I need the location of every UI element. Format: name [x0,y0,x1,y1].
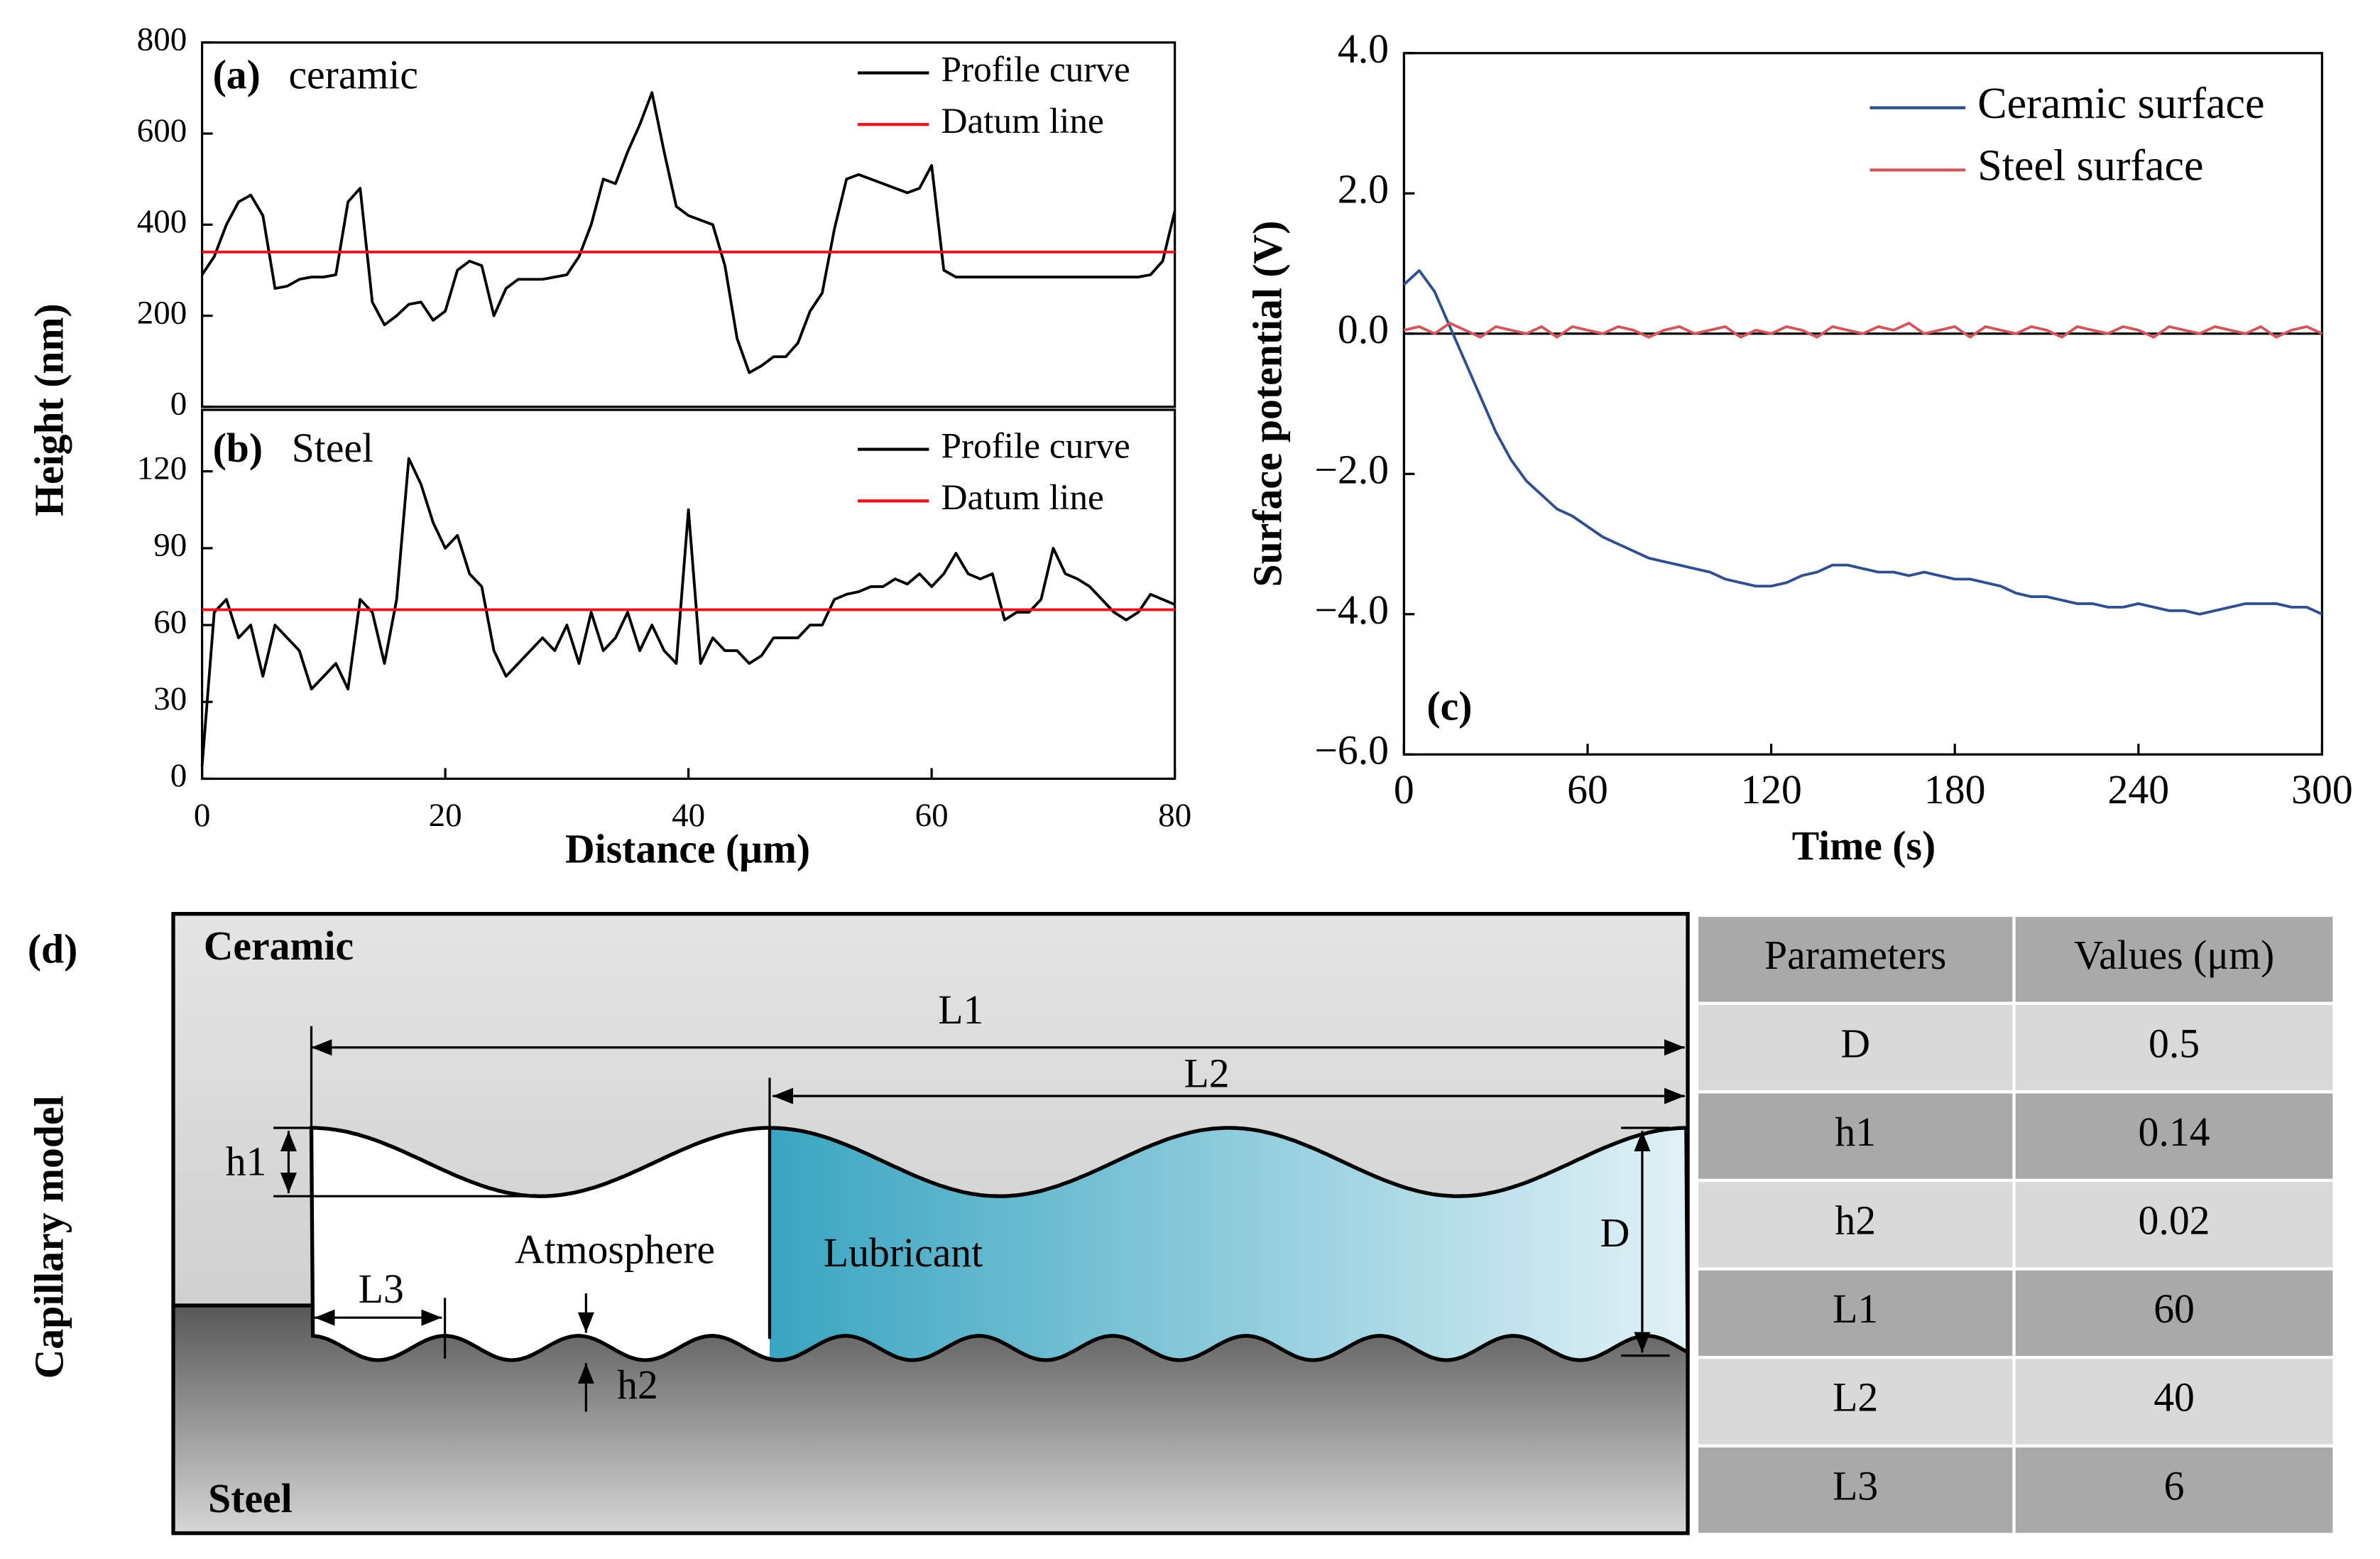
table-cell-text: L2 [1833,1376,1878,1421]
table-header-cell [2012,913,2336,1005]
table-cell-text: L3 [1833,1464,1878,1509]
y-tick-label: 800 [137,21,187,58]
x-tick-label: 80 [1158,797,1191,834]
table-cell-text: 6 [2164,1464,2185,1509]
legend-label: Steel surface [1977,142,2203,190]
table-cell-text: 0.02 [2139,1198,2210,1243]
legend-label: Ceramic surface [1977,80,2264,128]
table-header: Parameters [1764,933,1946,978]
fluid-label: Lubricant [824,1231,983,1276]
legend-label: Datum line [941,477,1103,518]
legend-label: Profile curve [941,425,1130,466]
y-tick-label: 200 [137,294,187,331]
x-tick-label: 300 [2291,768,2353,813]
x-tick-label: 180 [1924,768,1986,813]
y-tick-label: 2.0 [1338,168,1389,212]
top-material: Ceramic [204,924,354,969]
dimension-label: h1 [226,1140,267,1185]
y-tick-label: 120 [137,450,187,487]
diagram-title: Capillary model [27,1095,72,1379]
dimension-label: h2 [617,1363,658,1408]
table-cell-text: 0.5 [2149,1021,2200,1066]
y-tick-label: 90 [153,527,187,564]
capillary-diagram: (d) Capillary model Ceramic Steel Atmosp… [27,911,1690,1536]
panel-label: (a) [213,53,261,97]
data-line [201,91,1177,374]
table-cell-text: 60 [2154,1287,2195,1332]
x-tick-label: 0 [194,797,211,834]
table-cell-text: h1 [1835,1110,1876,1155]
y-tick-label: 0.0 [1338,308,1389,352]
table-header: Values (μm) [2074,933,2274,978]
table-header-cell [1695,913,2016,1005]
x-tick-label: 20 [429,797,462,834]
gap-label: Atmosphere [515,1228,715,1273]
x-tick-label: 60 [1567,768,1608,813]
data-line [200,457,1176,766]
legend-label: Profile curve [941,49,1130,89]
table-cell-text: 40 [2154,1376,2195,1421]
panel-label: (c) [1426,684,1472,729]
y-tick-label: 0 [170,757,187,794]
y-tick-label: 30 [153,680,187,717]
y-tick-label: −2.0 [1314,447,1389,492]
legend-label: Datum line [941,101,1103,141]
y-tick-label: 400 [137,203,187,240]
table-cell [1695,1444,2016,1536]
data-line [1403,268,2323,616]
plot-frame [1402,52,2324,756]
y-tick-label: −6.0 [1314,728,1389,773]
dimension-label: D [1600,1211,1630,1256]
y-axis-label: Height (nm) [27,303,72,516]
y-tick-label: 4.0 [1338,27,1389,72]
x-tick-label: 120 [1740,768,1802,813]
x-axis-label: Time (s) [1792,824,1936,869]
table-cell [2012,1356,2336,1447]
panel-label: (d) [28,927,78,972]
table-cell [2012,1178,2336,1271]
diagram-frame [171,911,1690,1536]
table-cell [2012,1444,2336,1536]
y-tick-label: −4.0 [1314,588,1389,633]
table-cell-text: D [1840,1021,1870,1066]
x-axis-label: Distance (μm) [565,827,810,871]
x-tick-label: 40 [672,797,705,834]
data-line [1403,322,2323,339]
x-tick-label: 60 [915,797,949,834]
table-cell-text: h2 [1835,1198,1876,1243]
panel-label: (b) [213,426,263,471]
y-tick-label: 0 [170,386,187,423]
y-axis-label: Surface potential (V) [1246,221,1291,587]
table-cell [2012,1090,2336,1183]
parameter-table: Parameters Values (μm) D 0.5 h1 0.14 h2 0.02 L1 6… [1695,913,2336,1536]
panel-subtitle: Steel [292,426,373,471]
dimension-label: L3 [359,1267,404,1312]
y-tick-label: 600 [137,112,187,149]
x-tick-label: 240 [2108,768,2170,813]
dimension-label: L2 [1184,1052,1229,1097]
table-cell-text: L1 [1833,1287,1878,1332]
dimension-lines [273,1026,1689,1412]
table-cell-text: 0.14 [2139,1110,2210,1155]
x-tick-label: 0 [1394,768,1414,813]
fluid-region [309,1126,1690,1362]
dimension-label: L1 [938,988,983,1033]
table-cell [2012,1001,2336,1094]
y-tick-label: 60 [153,604,187,641]
panel-subtitle: ceramic [288,53,418,97]
bottom-material: Steel [208,1477,293,1521]
